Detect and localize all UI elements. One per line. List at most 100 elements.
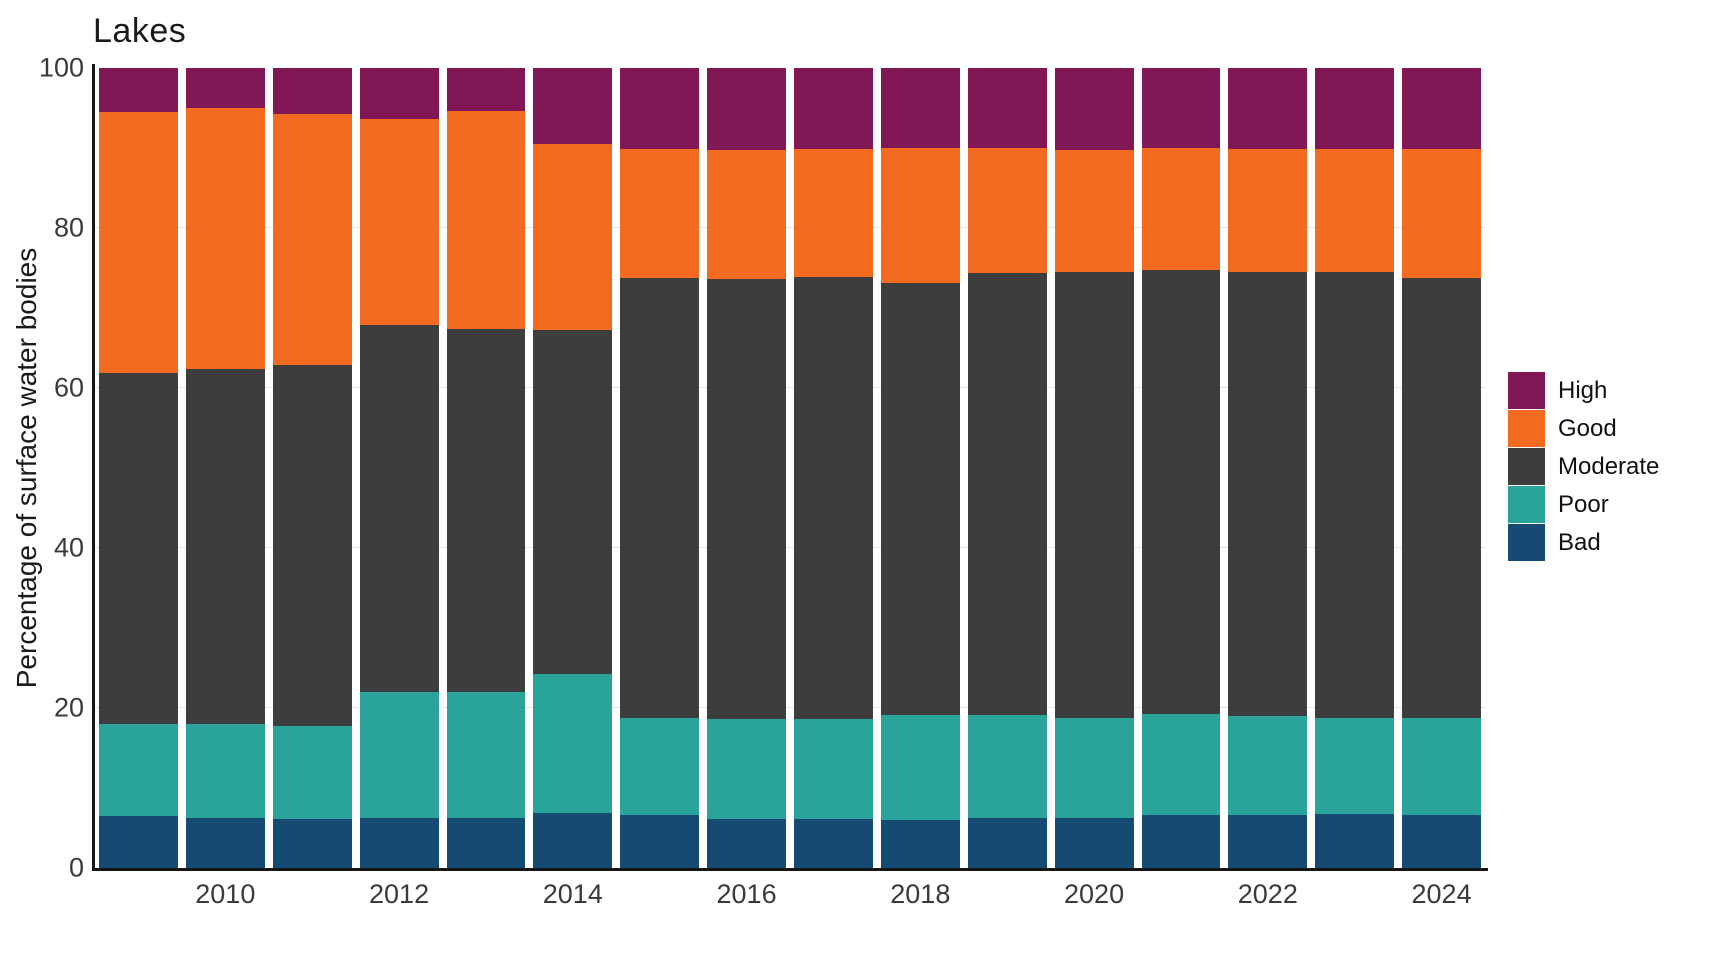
bar-segment-bad-2011 [272,819,352,868]
bar-segment-moderate-2020 [1054,271,1134,718]
bar-segment-bad-2017 [794,819,873,868]
legend-swatch-poor [1508,486,1545,523]
bar-segment-moderate-2014 [533,329,613,675]
bar-2021 [1141,68,1221,868]
bar-segment-poor-2023 [1315,717,1395,815]
bar-segment-good-2021 [1141,148,1221,271]
bar-segment-bad-2023 [1315,814,1395,868]
bar-segment-high-2017 [794,68,873,149]
bar-segment-good-2012 [359,119,439,325]
bar-2019 [967,68,1047,868]
y-axis-line [92,64,95,871]
bar-segment-good-2020 [1054,149,1134,272]
chart-title: Lakes [93,12,187,50]
bar-2009 [99,68,178,868]
bar-2017 [794,68,873,868]
bar-segment-bad-2020 [1054,818,1134,868]
gridline-20 [95,707,1485,708]
bar-segment-moderate-2023 [1315,271,1395,718]
y-tick-label-60: 60 [53,372,84,403]
legend-item-good: Good [1508,410,1659,447]
legend-label-high: High [1558,376,1608,404]
bar-segment-bad-2014 [533,812,613,868]
bar-segment-poor-2019 [967,715,1047,819]
bar-2012 [359,68,439,868]
bar-segment-good-2015 [620,148,700,279]
bar-segment-good-2013 [446,111,526,329]
bar-segment-good-2024 [1402,148,1481,278]
bar-2022 [1228,68,1308,868]
bar-segment-moderate-2016 [707,279,786,720]
bar-segment-moderate-2011 [272,364,352,727]
y-tick-label-80: 80 [53,212,84,243]
bar-2016 [707,68,786,868]
bar-segment-moderate-2017 [794,276,873,720]
bar-segment-high-2024 [1402,68,1481,149]
bar-segment-moderate-2013 [446,328,526,692]
y-tick-label-100: 100 [38,52,84,83]
gridlines [95,68,1485,868]
bar-2014 [533,68,613,868]
legend-item-high: High [1508,372,1659,409]
stacked-bars [95,68,1485,868]
bar-segment-poor-2021 [1141,714,1221,816]
x-tick-label-2010: 2010 [195,879,256,909]
bar-segment-high-2020 [1054,68,1134,150]
bar-segment-high-2023 [1315,68,1395,149]
bar-segment-high-2014 [533,68,613,144]
bar-segment-bad-2016 [707,819,786,868]
bar-segment-good-2018 [880,148,960,284]
bar-2010 [185,68,265,868]
x-tick-label-2020: 2020 [1064,879,1125,909]
bar-segment-bad-2012 [359,818,439,868]
bar-segment-poor-2022 [1228,715,1308,816]
legend-item-moderate: Moderate [1508,448,1659,485]
bar-segment-good-2010 [185,108,265,369]
bar-segment-poor-2017 [794,719,873,820]
bar-segment-poor-2012 [359,691,439,819]
bar-segment-bad-2018 [880,819,960,868]
gridline-40 [95,547,1485,548]
bar-2020 [1054,68,1134,868]
bar-segment-bad-2019 [967,818,1047,868]
y-tick-label-0: 0 [68,852,84,883]
x-tick-label-2016: 2016 [716,879,777,909]
bar-segment-poor-2011 [272,726,352,820]
bar-segment-bad-2010 [185,818,265,868]
bar-2024 [1402,68,1481,868]
bar-2023 [1315,68,1395,868]
bar-segment-moderate-2015 [620,278,700,718]
bar-segment-good-2017 [794,148,873,277]
bar-segment-moderate-2024 [1402,277,1481,719]
bar-2015 [620,68,700,868]
bar-segment-moderate-2012 [359,324,439,692]
bar-segment-poor-2009 [99,723,178,816]
bar-segment-poor-2016 [707,719,786,820]
bar-segment-good-2016 [707,150,786,280]
bar-segment-bad-2013 [446,817,526,868]
x-tick-label-2022: 2022 [1237,879,1298,909]
bar-segment-poor-2015 [620,717,700,816]
legend-swatch-moderate [1508,448,1545,485]
bar-segment-high-2019 [967,68,1047,148]
bar-segment-high-2009 [99,68,178,112]
bar-segment-moderate-2021 [1141,270,1221,715]
bar-segment-poor-2018 [880,715,960,820]
legend-item-poor: Poor [1508,486,1659,523]
y-tick-label-20: 20 [53,692,84,723]
bar-segment-poor-2020 [1054,717,1134,819]
legend: High Good Moderate Poor Bad [1508,372,1659,562]
bar-segment-poor-2013 [446,691,526,818]
bar-segment-bad-2009 [99,815,178,868]
bar-segment-good-2023 [1315,148,1395,272]
bar-segment-high-2010 [185,68,265,108]
legend-label-bad: Bad [1558,528,1601,556]
bar-segment-bad-2015 [620,815,700,868]
legend-swatch-high [1508,372,1545,409]
x-axis-line [92,868,1488,871]
bar-segment-good-2009 [99,112,178,373]
bar-segment-good-2014 [533,144,613,330]
x-tick-label-2024: 2024 [1411,879,1472,909]
